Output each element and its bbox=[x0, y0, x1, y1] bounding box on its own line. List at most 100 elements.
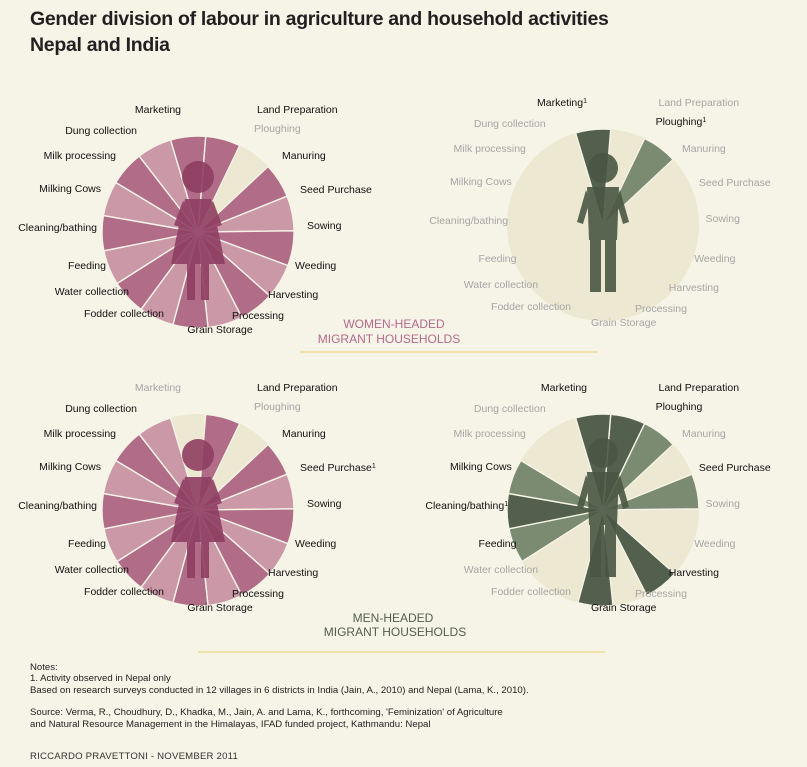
activity-label: Milking Cows bbox=[39, 461, 101, 473]
section-label-men-headed: MEN-HEADED MIGRANT HOUSEHOLDS bbox=[324, 611, 466, 639]
charts-canvas: WOMEN-HEADED MIGRANT HOUSEHOLDS MEN-HEAD… bbox=[18, 97, 771, 653]
activity-label: Seed Purchase bbox=[300, 184, 372, 196]
activity-label: Ploughing bbox=[656, 401, 703, 413]
activity-label: Milking Cows bbox=[450, 461, 512, 473]
activity-label: Sowing bbox=[706, 498, 741, 510]
activity-label: Cleaning/bathing1 bbox=[425, 500, 508, 512]
activity-labels: Land Preparation Ploughing Manuring Seed Pu… bbox=[425, 382, 770, 614]
notes-heading: Notes: bbox=[30, 662, 58, 673]
footnote-marker: 1 bbox=[372, 463, 376, 470]
activity-label: Land Preparation bbox=[257, 104, 338, 116]
wedge-milking-cows bbox=[507, 459, 604, 511]
activity-label: Harvesting bbox=[669, 567, 719, 579]
activity-label: Seed Purchase bbox=[699, 177, 771, 189]
section-label-men-line-1: MEN-HEADED bbox=[353, 611, 434, 625]
activity-labels: Land Preparation Ploughing1 Manuring Seed P… bbox=[429, 97, 771, 329]
title-line-2: Nepal and India bbox=[30, 34, 170, 56]
activity-label: Water collection bbox=[464, 564, 538, 576]
activity-label: Processing bbox=[232, 588, 284, 600]
activity-label: Water collection bbox=[55, 286, 129, 298]
activity-label: Processing bbox=[232, 310, 284, 322]
activity-label: Manuring bbox=[682, 428, 726, 440]
activity-label: Fodder collection bbox=[491, 301, 571, 313]
activity-label: Weeding bbox=[694, 538, 735, 550]
activity-label: Weeding bbox=[295, 260, 336, 272]
activity-label: Harvesting bbox=[268, 289, 318, 301]
activity-label: Weeding bbox=[295, 538, 336, 550]
activity-label: Harvesting bbox=[669, 282, 719, 294]
activity-label: Feeding bbox=[479, 538, 517, 550]
activity-label: Cleaning/bathing bbox=[18, 500, 97, 512]
radial-chart-men-headed-women: Land Preparation Ploughing Manuring Seed Pu… bbox=[18, 382, 376, 614]
wedge-harvesting bbox=[602, 509, 676, 597]
activity-label: Grain Storage bbox=[591, 602, 657, 614]
activity-label: Grain Storage bbox=[187, 602, 253, 614]
activity-label: Milk processing bbox=[454, 428, 527, 440]
activity-label: Dung collection bbox=[65, 403, 137, 415]
credit-line: RICCARDO PRAVETTONI - NOVEMBER 2011 bbox=[30, 751, 238, 762]
activity-label: Ploughing1 bbox=[656, 116, 707, 128]
activity-label: Milking Cows bbox=[39, 183, 101, 195]
note-1: 1. Activity observed in Nepal only bbox=[30, 673, 171, 685]
section-label-women-line-1: WOMEN-HEADED bbox=[343, 317, 445, 331]
notes-block: Notes: 1. Activity observed in Nepal onl… bbox=[30, 662, 529, 730]
section-label-men-line-2: MIGRANT HOUSEHOLDS bbox=[324, 625, 466, 639]
activity-label: Milking Cows bbox=[450, 176, 512, 188]
title-line-1: Gender division of labour in agriculture… bbox=[30, 8, 609, 30]
activity-label: Feeding bbox=[68, 538, 106, 550]
activity-label: Dung collection bbox=[474, 403, 546, 415]
activity-label: Water collection bbox=[55, 564, 129, 576]
source-line-1: Source: Verma, R., Choudhury, D., Khadka… bbox=[30, 707, 503, 719]
activity-label: Grain Storage bbox=[187, 324, 253, 336]
activity-label: Processing bbox=[635, 303, 687, 315]
activity-label: Seed Purchase bbox=[699, 462, 771, 474]
activity-label: Milk processing bbox=[44, 428, 117, 440]
footnote-marker: 1 bbox=[504, 501, 508, 508]
activity-label: Manuring bbox=[282, 428, 326, 440]
activity-label: Cleaning/bathing bbox=[429, 215, 508, 227]
activity-label: Seed Purchase1 bbox=[300, 462, 376, 474]
activity-label: Harvesting bbox=[268, 567, 318, 579]
section-label-women-line-2: MIGRANT HOUSEHOLDS bbox=[318, 332, 460, 346]
activity-label: Land Preparation bbox=[257, 382, 338, 394]
activity-label: Sowing bbox=[307, 498, 342, 510]
activity-label: Feeding bbox=[68, 260, 106, 272]
notes-basis: Based on research surveys conducted in 1… bbox=[30, 684, 529, 696]
activity-label: Milk processing bbox=[454, 143, 527, 155]
activity-label: Grain Storage bbox=[591, 317, 657, 329]
woman-figure-icon bbox=[171, 439, 225, 578]
man-figure-icon bbox=[577, 438, 629, 577]
activity-label: Land Preparation bbox=[659, 97, 740, 109]
activity-label: Cleaning/bathing bbox=[18, 222, 97, 234]
man-figure-icon bbox=[577, 153, 629, 292]
activity-label: Marketing bbox=[135, 382, 181, 394]
activity-label: Dung collection bbox=[474, 118, 546, 130]
activity-label: Manuring bbox=[282, 150, 326, 162]
footnote-marker: 1 bbox=[702, 117, 706, 124]
activity-label: Manuring bbox=[682, 143, 726, 155]
activity-labels: Land Preparation Ploughing Manuring Seed Pu… bbox=[18, 382, 376, 614]
activity-label: Water collection bbox=[464, 279, 538, 291]
section-label-women-headed: WOMEN-HEADED MIGRANT HOUSEHOLDS bbox=[318, 317, 460, 346]
radial-chart-women-headed-women: Land Preparation Ploughing Manuring Seed Pu… bbox=[18, 104, 372, 336]
activity-label: Marketing bbox=[135, 104, 181, 116]
activity-label: Sowing bbox=[307, 220, 342, 232]
woman-figure-icon bbox=[171, 161, 225, 300]
activity-label: Ploughing bbox=[254, 123, 301, 135]
activity-label: Fodder collection bbox=[84, 586, 164, 598]
chart-title: Gender division of labour in agriculture… bbox=[30, 6, 609, 58]
radial-chart-women-headed-men: Land Preparation Ploughing1 Manuring Seed P… bbox=[429, 97, 771, 329]
activity-label: Feeding bbox=[479, 253, 517, 265]
activity-label: Sowing bbox=[706, 213, 741, 225]
radial-chart-men-headed-men: Land Preparation Ploughing Manuring Seed Pu… bbox=[425, 382, 770, 614]
activity-labels: Land Preparation Ploughing Manuring Seed Pu… bbox=[18, 104, 372, 336]
activity-label: Dung collection bbox=[65, 125, 137, 137]
activity-label: Weeding bbox=[694, 253, 735, 265]
activity-label: Marketing bbox=[541, 382, 587, 394]
footnote-marker: 1 bbox=[583, 98, 587, 105]
activity-label: Ploughing bbox=[254, 401, 301, 413]
activity-label: Land Preparation bbox=[659, 382, 740, 394]
activity-label: Marketing1 bbox=[537, 97, 587, 109]
activity-label: Fodder collection bbox=[491, 586, 571, 598]
activity-label: Fodder collection bbox=[84, 308, 164, 320]
